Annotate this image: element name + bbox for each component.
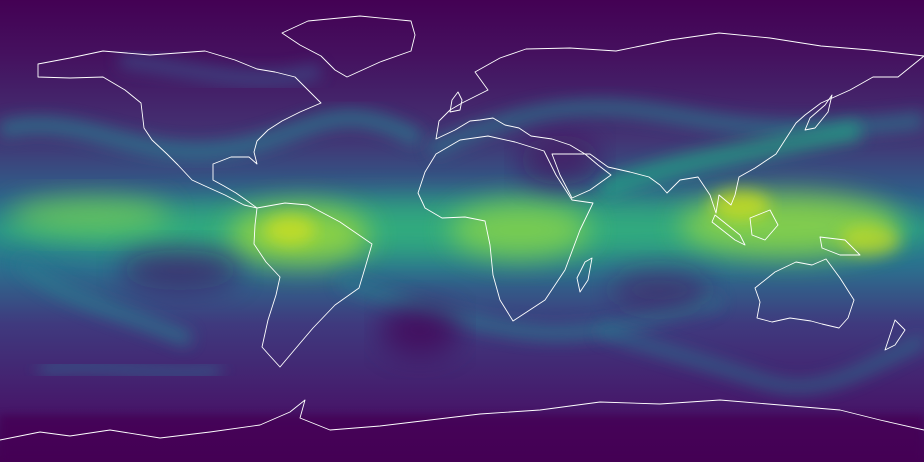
africa xyxy=(417,135,594,322)
greenland xyxy=(281,15,416,78)
japan xyxy=(804,94,833,131)
moisture-field xyxy=(0,53,924,462)
new-zealand xyxy=(884,319,906,351)
south-america xyxy=(253,202,373,368)
great-britain xyxy=(449,91,463,113)
moisture-streak xyxy=(39,361,221,379)
dry-region xyxy=(380,305,460,355)
arabia xyxy=(551,153,612,199)
australia xyxy=(754,258,855,329)
madagascar xyxy=(576,257,593,293)
moisture-streak xyxy=(119,53,323,86)
dry-region xyxy=(610,270,710,310)
antarctica xyxy=(0,399,924,441)
north-america xyxy=(37,50,322,209)
coastlines xyxy=(0,15,924,441)
moist-region xyxy=(265,215,315,245)
polar-region xyxy=(0,415,924,462)
borneo xyxy=(749,209,779,241)
moisture-streak xyxy=(337,273,722,340)
moist-region xyxy=(840,225,900,255)
moisture-streak xyxy=(0,110,424,160)
dry-region xyxy=(520,135,600,185)
new-guinea xyxy=(819,236,861,256)
moist-region xyxy=(710,190,770,220)
moisture-streak xyxy=(15,254,193,347)
moisture-streak xyxy=(426,99,924,158)
moisture-streak xyxy=(596,120,862,200)
dry-region xyxy=(120,250,240,290)
moisture-streak xyxy=(598,324,924,393)
moist-region xyxy=(450,202,590,258)
eurasia xyxy=(435,32,924,214)
moist-region xyxy=(10,197,170,233)
sumatra xyxy=(711,214,746,246)
